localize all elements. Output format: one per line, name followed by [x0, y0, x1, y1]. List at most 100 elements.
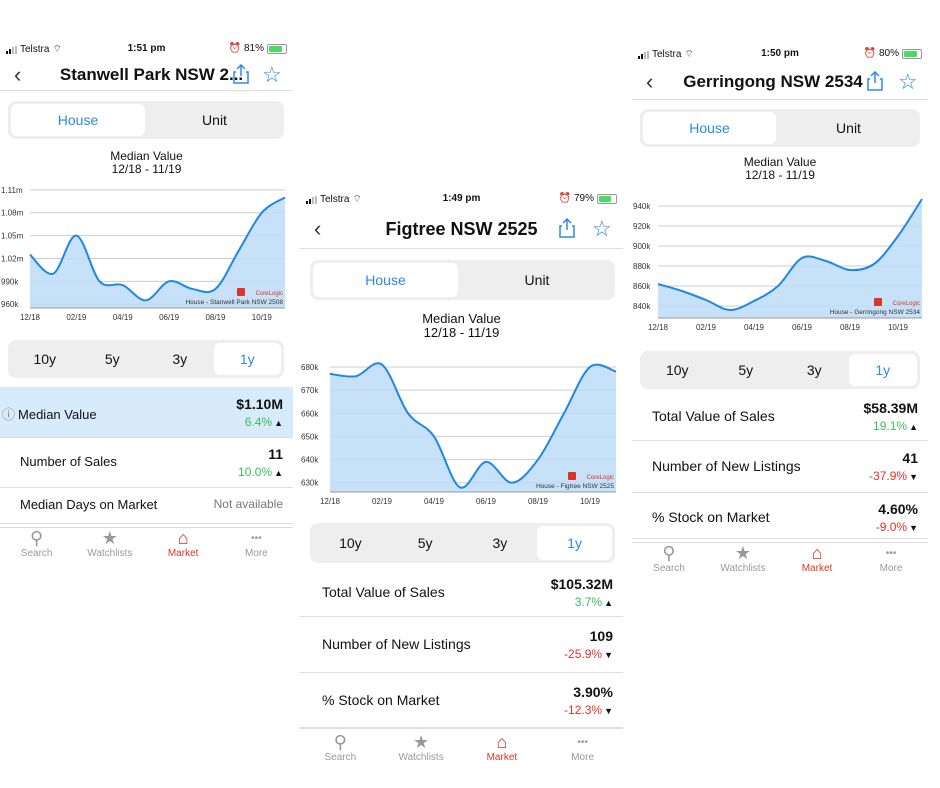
share-icon[interactable] — [558, 218, 576, 238]
tab-search[interactable]: ⚲ Search — [7, 528, 67, 560]
metric-row[interactable]: ⓘ Median Value $1.10M 6.4% ▲ — [0, 387, 293, 438]
corelogic-logo-icon — [568, 472, 576, 480]
x-tick-label: 02/19 — [372, 497, 393, 506]
segment-unit[interactable]: Unit — [202, 112, 227, 128]
metric-change: 3.7% ▲ — [575, 595, 613, 609]
tab-watchlists[interactable]: ★ Watchlists — [80, 528, 140, 560]
page-title: Figtree NSW 2525 — [385, 219, 538, 239]
range-tab-3y[interactable]: 3y — [806, 362, 822, 378]
range-tab-5y[interactable]: 5y — [738, 362, 754, 378]
x-tick-label: 12/18 — [320, 497, 341, 506]
range-tab-10y[interactable]: 10y — [339, 535, 362, 551]
metric-value: 109 — [589, 628, 613, 644]
series-line — [657, 198, 923, 312]
back-chevron-icon[interactable]: ‹ — [646, 69, 654, 94]
metric-row[interactable]: Total Value of Sales $58.39M 19.1% ▲ — [632, 392, 928, 441]
tab-search[interactable]: ⚲ Search — [639, 543, 699, 575]
metric-change-text: -37.9% — [869, 469, 908, 483]
range-tab-3y[interactable]: 3y — [492, 535, 508, 551]
area-fill — [658, 199, 922, 318]
metric-change: 10.0% ▲ — [238, 465, 283, 479]
share-icon[interactable] — [232, 64, 250, 84]
tab-watchlists[interactable]: ★ Watchlists — [391, 732, 451, 764]
tab-more[interactable]: ••• More — [553, 732, 613, 764]
market-house-icon: ⌂ — [811, 542, 823, 563]
tab-market[interactable]: ⌂ Market — [472, 732, 532, 764]
back-chevron-icon[interactable]: ‹ — [314, 216, 322, 241]
star-icon[interactable]: ☆ — [898, 69, 918, 94]
tab-label: More — [879, 563, 903, 574]
search-icon: ⚲ — [333, 731, 347, 752]
signal-icon — [306, 195, 317, 204]
metric-change: -25.9% ▼ — [564, 647, 613, 661]
y-tick-label: 1.08m — [1, 209, 24, 218]
segment-house[interactable]: House — [313, 263, 458, 297]
y-tick-label: 640k — [301, 456, 319, 465]
alarm-icon: ⏰ — [863, 48, 876, 59]
range-tab-3y[interactable]: 3y — [172, 351, 188, 367]
corelogic-logo-icon — [874, 298, 882, 306]
range-tab-10y[interactable]: 10y — [33, 351, 57, 367]
star-icon[interactable]: ☆ — [592, 216, 612, 241]
x-tick-label: 08/19 — [840, 323, 861, 332]
tab-market[interactable]: ⌂ Market — [787, 542, 847, 575]
tab-label: Market — [486, 752, 518, 763]
y-tick-label: 860k — [633, 282, 651, 291]
range-tab-5y[interactable]: 5y — [417, 535, 433, 551]
y-tick-label: 940k — [633, 202, 651, 211]
alarm-icon: ⏰ — [558, 193, 571, 204]
x-tick-label: 06/19 — [792, 323, 813, 332]
segment-unit[interactable]: Unit — [524, 272, 550, 288]
metric-row[interactable]: Number of Sales 11 10.0% ▲ — [0, 437, 293, 488]
triangle-down-icon: ▼ — [909, 472, 918, 482]
watermark-label: CoreLogic — [893, 301, 920, 307]
segment-house[interactable]: House — [643, 112, 776, 144]
metric-change-text: -25.9% — [564, 647, 603, 661]
range-tab-10y[interactable]: 10y — [665, 362, 689, 378]
metric-row[interactable]: % Stock on Market 4.60% -9.0% ▼ — [632, 492, 928, 543]
phone-screen-gerringong: Telstra ⌔ 1:50 pm ⏰ 80% ‹ Gerringong NSW 2… — [632, 45, 928, 580]
metric-row[interactable]: Total Value of Sales $105.32M 3.7% ▲ — [300, 568, 623, 617]
range-tab-1y[interactable]: 1y — [537, 526, 612, 560]
segment-unit[interactable]: Unit — [836, 120, 861, 136]
chart-title: Median Value 12/18 - 11/19 — [632, 156, 928, 182]
nav-bar: ‹ Figtree NSW 2525 ☆ — [300, 214, 623, 249]
chart-caption: House - Gerringong NSW 2534 — [830, 309, 921, 316]
y-tick-label: 680k — [301, 363, 319, 372]
y-tick-label: 840k — [633, 302, 651, 311]
range-tab-1y[interactable]: 1y — [848, 354, 917, 386]
tab-market[interactable]: ⌂ Market — [153, 527, 213, 560]
property-type-segment: House Unit — [640, 109, 920, 147]
metric-label-text: Number of New Listings — [322, 636, 471, 652]
tab-watchlists[interactable]: ★ Watchlists — [713, 542, 773, 575]
chart-date-range: 12/18 - 11/19 — [423, 325, 500, 340]
battery-icon — [902, 48, 922, 59]
status-time: 1:50 pm — [761, 48, 799, 59]
segment-house[interactable]: House — [11, 104, 145, 136]
market-house-icon: ⌂ — [177, 527, 189, 548]
x-tick-label: 06/19 — [476, 497, 497, 506]
chart-title-label: Median Value — [422, 311, 501, 326]
time-range-selector: 10y 5y 3y 1y — [640, 351, 920, 389]
star-filled-icon: ★ — [734, 542, 752, 563]
metric-row[interactable]: % Stock on Market 3.90% -12.3% ▼ — [300, 672, 623, 729]
tab-label: Market — [167, 548, 199, 559]
metric-row[interactable]: Median Days on Market Not available — [0, 487, 293, 528]
back-chevron-icon[interactable]: ‹ — [14, 62, 22, 87]
range-tab-5y[interactable]: 5y — [104, 351, 120, 367]
metric-row[interactable]: Number of New Listings 109 -25.9% ▼ — [300, 616, 623, 673]
metric-label-text: Number of Sales — [20, 454, 117, 469]
star-icon[interactable]: ☆ — [262, 62, 282, 87]
metric-change-text: 3.7% — [574, 595, 603, 609]
tab-more[interactable]: ••• More — [861, 543, 921, 575]
tab-search[interactable]: ⚲ Search — [310, 731, 370, 764]
metric-row[interactable]: Number of New Listings 41 -37.9% ▼ — [632, 440, 928, 493]
range-tab-1y[interactable]: 1y — [213, 343, 281, 375]
metric-label: Number of Sales — [20, 454, 117, 469]
battery-icon — [267, 43, 287, 54]
metric-label: Total Value of Sales — [322, 584, 445, 600]
share-icon[interactable] — [866, 71, 884, 91]
info-icon[interactable]: ⓘ — [2, 407, 16, 422]
tab-more[interactable]: ••• More — [226, 528, 286, 560]
